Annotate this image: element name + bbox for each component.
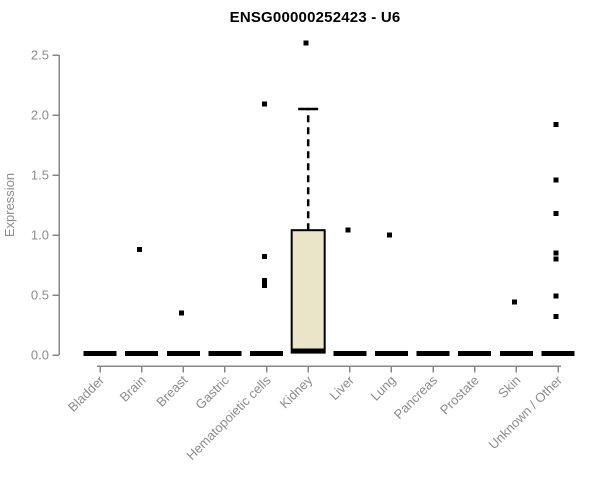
svg-text:0.0: 0.0 [31, 348, 49, 363]
svg-text:2.5: 2.5 [31, 48, 49, 63]
chart-title: ENSG00000252423 - U6 [229, 9, 401, 26]
svg-text:Breast: Breast [153, 372, 190, 409]
svg-text:0.5: 0.5 [31, 288, 49, 303]
svg-text:1.5: 1.5 [31, 168, 49, 183]
svg-text:Prostate: Prostate [437, 373, 482, 418]
svg-text:Unknown / Other: Unknown / Other [486, 372, 566, 452]
svg-text:Lung: Lung [368, 373, 399, 404]
svg-text:Skin: Skin [495, 373, 523, 401]
svg-text:2.0: 2.0 [31, 108, 49, 123]
svg-text:Liver: Liver [326, 372, 357, 403]
svg-text:1.0: 1.0 [31, 228, 49, 243]
svg-text:Pancreas: Pancreas [391, 372, 441, 422]
svg-text:Bladder: Bladder [65, 372, 108, 415]
svg-text:Brain: Brain [117, 373, 149, 405]
svg-text:Kidney: Kidney [277, 372, 316, 411]
svg-text:Expression: Expression [2, 173, 17, 237]
svg-text:Gastric: Gastric [192, 372, 232, 412]
